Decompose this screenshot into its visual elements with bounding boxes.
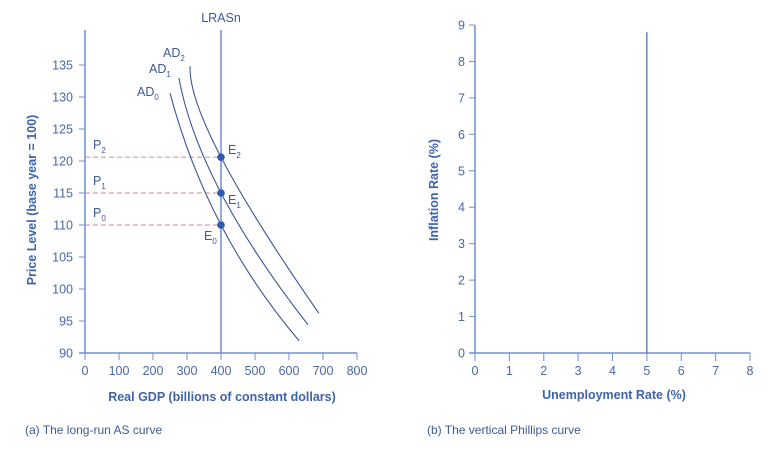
y-tick-label: 3 xyxy=(458,237,465,251)
x-tick-label: 3 xyxy=(575,364,582,378)
x-tick-label: 7 xyxy=(712,364,719,378)
y-tick-label: 120 xyxy=(52,155,73,169)
x-tick-label: 0 xyxy=(82,364,89,378)
equilibrium-point-e0 xyxy=(217,221,225,229)
equilibrium-label-e2: E2 xyxy=(228,143,241,160)
chart-phillips-curve: 0 1 2 3 4 5 6 7 8 0 1 2 3 4 5 6 7 8 9 Inflation Rate (%) xyxy=(427,19,754,379)
x-tick-label: 400 xyxy=(211,364,232,378)
ad-label-1: AD1 xyxy=(149,62,171,79)
x-tick-label: 0 xyxy=(472,364,479,378)
y-tick-label: 9 xyxy=(458,19,465,33)
ad-label-2: AD2 xyxy=(163,46,185,63)
x-tick-label: 300 xyxy=(177,364,198,378)
x-tick-label: 4 xyxy=(609,364,616,378)
x-tick-label: 8 xyxy=(747,364,754,378)
x-tick-label: 200 xyxy=(143,364,164,378)
y-tick-label: 6 xyxy=(458,128,465,142)
equilibrium-point-e2 xyxy=(217,153,225,161)
y-tick-label: 7 xyxy=(458,91,465,105)
ad-label-0: AD0 xyxy=(137,85,159,102)
caption-a: (a) The long-run AS curve xyxy=(25,423,163,437)
equilibrium-label-e1: E1 xyxy=(228,193,241,210)
ad-curve-2 xyxy=(189,66,320,314)
y-tick-label: 115 xyxy=(53,187,73,201)
y-tick-label: 125 xyxy=(52,123,73,137)
y-tick-label: 8 xyxy=(458,55,465,69)
y-tick-label: 0 xyxy=(458,347,465,361)
y-tick-label: 1 xyxy=(458,310,465,324)
x-tick-label: 700 xyxy=(313,364,334,378)
x-tick-label: 6 xyxy=(678,364,685,378)
ad-curve-1 xyxy=(178,77,309,326)
x-axis-label-real-gdp: Real GDP (billions of constant dollars) xyxy=(108,390,336,404)
x-tick-label: 5 xyxy=(643,364,650,378)
price-label-p2: P2 xyxy=(93,138,106,155)
x-tick-label: 600 xyxy=(279,364,300,378)
y-tick-label: 4 xyxy=(458,201,465,215)
y-tick-label: 105 xyxy=(52,251,73,265)
chart-long-run-as: 0 100 200 300 400 500 600 700 800 90 95 100 105 110 11… xyxy=(52,30,367,378)
y-tick-label: 110 xyxy=(53,219,73,233)
y-tick-label: 5 xyxy=(458,164,465,178)
x-tick-label: 2 xyxy=(540,364,547,378)
equilibrium-label-e0: E0 xyxy=(204,229,217,246)
y-tick-label: 130 xyxy=(52,91,73,105)
lras-label: LRASn xyxy=(201,11,241,25)
x-tick-label: 1 xyxy=(506,364,513,378)
x-axis-label-unemployment: Unemployment Rate (%) xyxy=(542,388,686,402)
y-axis-label-inflation: Inflation Rate (%) xyxy=(427,139,441,241)
x-tick-label: 100 xyxy=(109,364,130,378)
x-tick-label: 800 xyxy=(347,364,368,378)
y-tick-label: 2 xyxy=(458,274,465,288)
y-tick-label: 95 xyxy=(59,315,73,329)
price-label-p1: P1 xyxy=(93,174,106,191)
y-tick-label: 135 xyxy=(52,59,73,73)
y-tick-label: 90 xyxy=(59,347,73,361)
x-tick-label: 500 xyxy=(245,364,266,378)
caption-b: (b) The vertical Phillips curve xyxy=(427,423,581,437)
y-tick-label: 100 xyxy=(52,283,73,297)
equilibrium-point-e1 xyxy=(217,189,225,197)
price-label-p0: P0 xyxy=(93,206,106,223)
y-axis-label-price-level: Price Level (base year = 100) xyxy=(25,115,39,286)
